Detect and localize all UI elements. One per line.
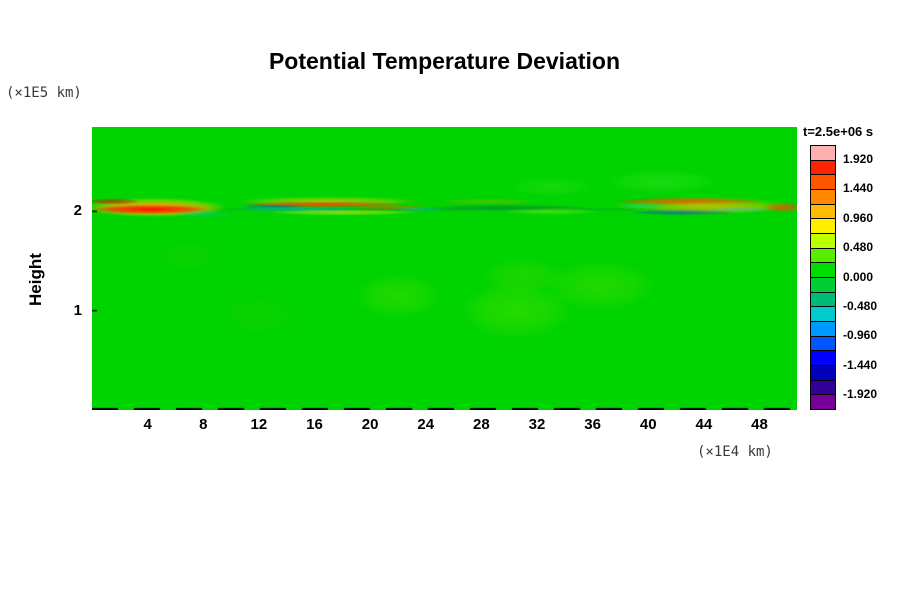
colorbar-cell (811, 366, 835, 381)
x-tick-label: 36 (584, 416, 601, 433)
colorbar-cell (811, 380, 835, 396)
colorbar-tick-label: -1.920 (843, 387, 878, 402)
colorbar-tick-label: -0.480 (843, 298, 878, 313)
colorbar-cell (811, 292, 835, 308)
x-tick-label: 12 (250, 416, 268, 433)
colorbar-cell (811, 204, 835, 220)
colorbar-cell (811, 322, 835, 337)
x-tick-label: 16 (306, 416, 323, 433)
colorbar-cell (811, 146, 835, 161)
x-tick-label: 24 (417, 416, 435, 433)
colorbar-cell (811, 190, 835, 205)
x-tick-label: 48 (751, 416, 768, 433)
colorbar (810, 145, 836, 410)
y-tick-label: 2 (73, 202, 82, 220)
colorbar-cell (811, 351, 835, 367)
colorbar-tick-label: -1.440 (843, 357, 878, 372)
colorbar-tick-label: 0.960 (843, 210, 874, 225)
x-tick-label: 28 (473, 416, 490, 433)
x-tick-label: 40 (639, 416, 657, 433)
colorbar-cell (811, 248, 835, 264)
colorbar-cell (811, 307, 835, 323)
y-tick-label: 1 (73, 301, 82, 319)
colorbar-cell (811, 278, 835, 293)
colorbar-cell (811, 160, 835, 176)
y-axis-label: Height (26, 253, 45, 306)
colorbar-cell (811, 219, 835, 235)
x-tick-label: 20 (361, 416, 379, 433)
colorbar-time-label: t=2.5e+06 s (803, 124, 874, 139)
colorbar-cell (811, 175, 835, 191)
x-axis-unit-label: (×1E4 km) (697, 444, 773, 460)
colorbar-cell (811, 336, 835, 352)
heatmap-canvas (92, 127, 797, 410)
x-tick-label: 44 (695, 416, 713, 433)
x-tick-label: 8 (199, 416, 208, 433)
colorbar-cell (811, 263, 835, 279)
colorbar-tick-label: 1.920 (843, 151, 874, 166)
colorbar-tick-label: 0.480 (843, 240, 874, 255)
colorbar-tick-label: -0.960 (843, 328, 878, 343)
colorbar-cell (811, 395, 835, 410)
x-tick-label: 4 (143, 416, 152, 433)
colorbar-cell (811, 234, 835, 249)
colorbar-tick-label: 1.440 (843, 181, 874, 196)
x-tick-label: 32 (528, 416, 546, 433)
y-axis-unit-label: (×1E5 km) (6, 85, 82, 101)
chart-title: Potential Temperature Deviation (268, 48, 621, 74)
colorbar-tick-label: 0.000 (843, 269, 874, 284)
